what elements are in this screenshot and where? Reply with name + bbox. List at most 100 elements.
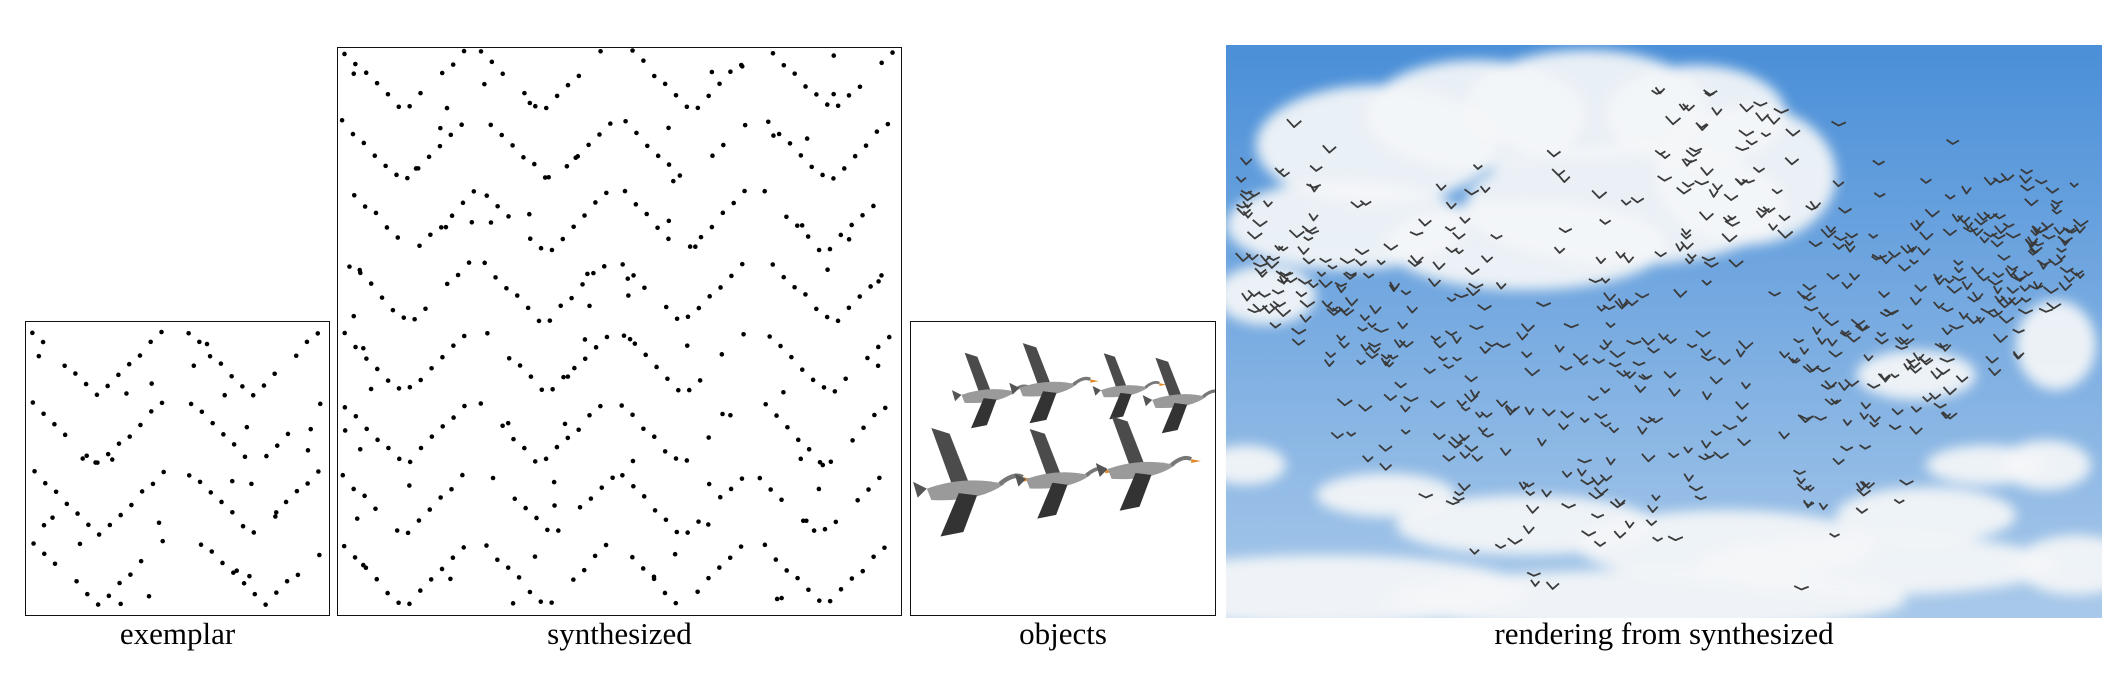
point-dot: [728, 413, 733, 418]
point-dot: [587, 303, 592, 309]
point-dot: [604, 334, 610, 340]
point-dot: [428, 232, 433, 238]
point-dot: [857, 84, 863, 90]
point-dot: [451, 343, 456, 348]
point-dot: [757, 475, 763, 481]
point-dot: [374, 576, 380, 582]
point-dot: [385, 91, 391, 97]
point-dot: [351, 313, 357, 319]
point-dot: [385, 378, 391, 383]
point-dot: [576, 427, 581, 433]
point-dot: [315, 331, 321, 336]
point-dot: [385, 590, 390, 596]
point-dot: [263, 602, 268, 607]
point-dot: [728, 69, 733, 75]
goose-sprite: [1092, 353, 1167, 420]
point-dot: [693, 244, 698, 249]
cloud-puff: [1836, 487, 2016, 543]
point-dot: [655, 153, 661, 159]
point-dot: [405, 530, 411, 536]
point-dot: [450, 555, 456, 560]
point-dot: [582, 337, 588, 342]
rendering-caption: rendering from synthesized: [1494, 616, 1834, 651]
point-dot: [124, 391, 129, 396]
point-dot: [40, 339, 46, 345]
point-dot: [545, 527, 550, 533]
point-dot: [30, 330, 35, 336]
point-dot: [794, 223, 800, 228]
point-dot: [882, 545, 887, 551]
point-dot: [504, 285, 509, 291]
point-dot: [159, 400, 165, 406]
cloud-puff: [2016, 535, 2102, 595]
point-dot: [426, 154, 432, 160]
point-dot: [272, 371, 277, 377]
goose-sprite: [1014, 429, 1115, 519]
point-dot: [717, 565, 722, 570]
point-dot: [673, 456, 679, 461]
cloud-puff: [1856, 350, 1976, 400]
point-dot: [490, 475, 496, 481]
point-dot: [633, 202, 639, 207]
point-dot: [674, 529, 680, 535]
point-dot: [571, 577, 576, 582]
point-dot: [383, 163, 388, 169]
bird-flock: [1235, 86, 2089, 591]
point-dot: [52, 421, 57, 427]
point-dot: [781, 62, 787, 68]
point-dot: [739, 476, 745, 481]
flock-rendering-image: [1226, 45, 2102, 618]
point-dot: [401, 315, 407, 320]
point-dot: [495, 557, 500, 563]
point-dot: [580, 282, 585, 287]
point-dot: [86, 522, 91, 528]
point-dot: [450, 62, 456, 67]
point-dot: [593, 345, 599, 350]
point-dot: [698, 234, 704, 240]
point-dot: [582, 213, 587, 218]
point-dot: [506, 356, 512, 361]
point-dot: [820, 462, 826, 468]
goose-sprite: [1142, 357, 1215, 434]
point-dot: [666, 236, 671, 242]
point-dot: [684, 458, 690, 463]
point-dot: [684, 104, 690, 110]
point-dot: [706, 435, 711, 440]
point-dot: [240, 523, 246, 529]
point-dot: [871, 203, 876, 209]
point-dot: [677, 173, 683, 178]
point-dot: [439, 70, 445, 76]
point-dot: [886, 334, 892, 340]
point-dot: [625, 276, 631, 281]
point-dot: [522, 90, 527, 96]
point-dot: [93, 460, 98, 465]
point-dot: [342, 51, 347, 57]
point-dot: [798, 153, 804, 158]
point-dot: [204, 341, 210, 347]
synthesized-point-plot: [339, 48, 895, 607]
point-dot: [696, 305, 702, 311]
point-dot: [510, 601, 516, 606]
point-dot: [645, 143, 650, 149]
point-dot: [721, 142, 726, 148]
point-dot: [806, 446, 812, 452]
point-dot: [640, 566, 646, 571]
point-dot: [792, 71, 797, 76]
point-dot: [186, 473, 192, 478]
point-dot: [199, 409, 205, 415]
point-dot: [229, 478, 235, 484]
point-dot: [375, 437, 380, 443]
point-dot: [221, 432, 226, 437]
point-dot: [719, 352, 725, 357]
point-dot: [416, 518, 422, 523]
point-dot: [554, 93, 560, 99]
point-dot: [139, 489, 145, 494]
point-dot: [709, 69, 715, 75]
point-dot: [428, 577, 434, 582]
point-dot: [364, 356, 369, 361]
point-dot: [294, 488, 300, 494]
point-dot: [405, 175, 410, 181]
point-dot: [197, 479, 203, 485]
point-dot: [762, 542, 768, 548]
point-dot: [662, 81, 668, 87]
